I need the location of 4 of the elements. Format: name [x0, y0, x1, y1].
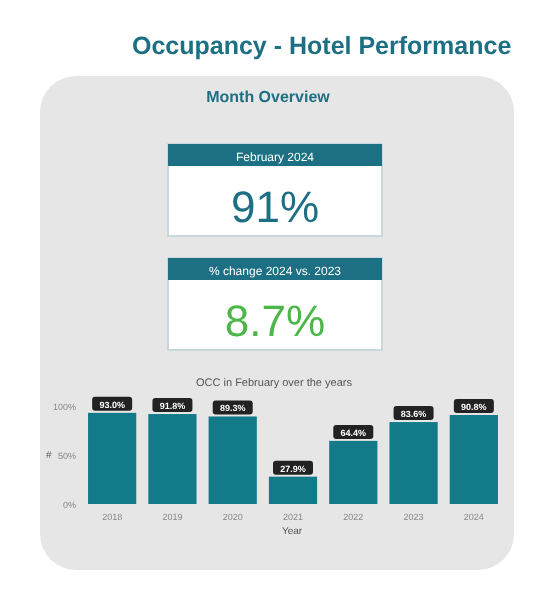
chart-subtitle: Month Overview [206, 88, 332, 106]
chart-title: Occupancy - Hotel Performance [132, 32, 512, 60]
text: 8.7% [224, 296, 326, 346]
text: 91% [230, 182, 320, 232]
